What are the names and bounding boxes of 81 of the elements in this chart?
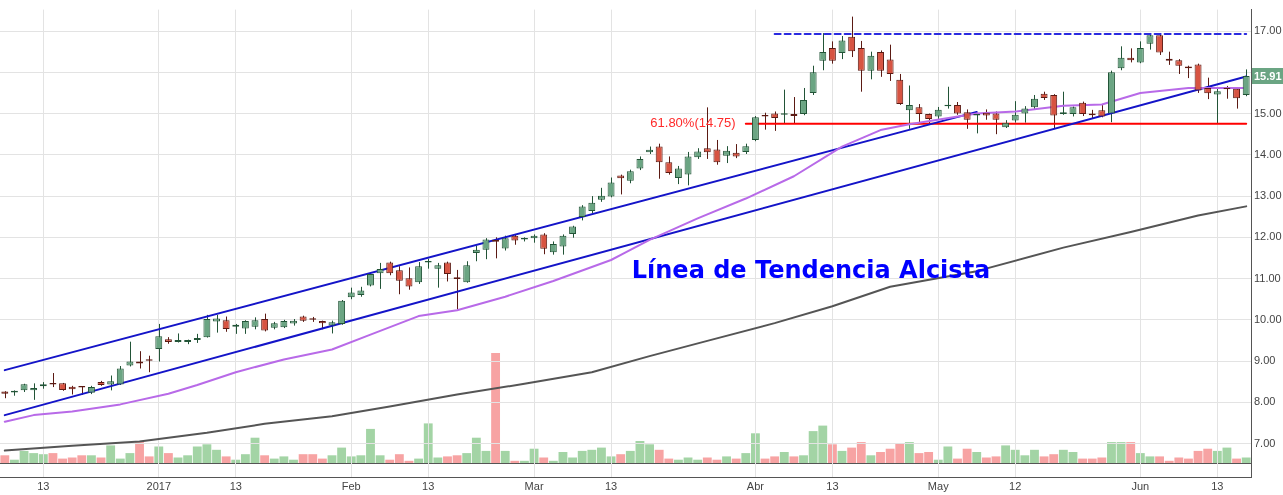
candlestick xyxy=(1117,45,1125,71)
x-tick-label: 2017 xyxy=(146,479,172,492)
candlestick xyxy=(338,299,346,326)
bar xyxy=(539,457,549,463)
bar xyxy=(0,455,10,463)
candlestick xyxy=(857,40,865,93)
x-tick-label: Feb xyxy=(341,479,361,492)
candlestick xyxy=(867,51,875,80)
x-tick-label: 13 xyxy=(229,479,242,492)
candlestick xyxy=(751,115,759,142)
candlestick xyxy=(607,177,615,198)
candlestick xyxy=(713,139,721,166)
bar xyxy=(837,450,847,463)
annotation: 15.91 xyxy=(1254,69,1282,82)
candlestick xyxy=(126,341,134,367)
candlestick xyxy=(1011,100,1019,124)
bar xyxy=(500,450,510,463)
candlestick xyxy=(415,261,423,285)
y-tick-label: 10.00 xyxy=(1254,312,1282,325)
bar xyxy=(510,460,520,463)
candlestick xyxy=(395,265,403,295)
x-tick-label: Abr xyxy=(746,479,765,492)
x-tick-label: 13 xyxy=(37,479,50,492)
y-tick-label: 15.00 xyxy=(1254,106,1282,119)
candlestick xyxy=(828,40,836,65)
bar xyxy=(904,442,914,463)
candlestick xyxy=(463,260,471,284)
x-tick-label: Jun xyxy=(1131,479,1150,492)
y-tick-label: 17.00 xyxy=(1254,24,1282,37)
candlestick xyxy=(848,16,856,58)
x-tick-label: 13 xyxy=(604,479,618,492)
candlestick xyxy=(819,32,827,71)
bar xyxy=(1232,458,1241,463)
x-tick-label: Mar xyxy=(524,479,544,492)
bar xyxy=(722,456,731,463)
bar xyxy=(731,458,741,463)
candlestick xyxy=(540,232,548,255)
candlestick xyxy=(1136,40,1144,64)
candlestick xyxy=(155,323,163,362)
candlestick xyxy=(1050,93,1058,129)
candlestick xyxy=(559,233,567,256)
bar xyxy=(491,353,501,463)
candlestick xyxy=(963,108,971,130)
bar xyxy=(616,454,626,463)
y-tick-label: 13.00 xyxy=(1254,189,1282,202)
y-tick-label: 14.00 xyxy=(1254,147,1282,160)
y-tick-label: 7.00 xyxy=(1254,436,1276,449)
bar xyxy=(789,456,799,463)
bar xyxy=(86,455,96,463)
bar xyxy=(779,452,789,463)
candlestick xyxy=(434,262,442,289)
bar xyxy=(260,455,270,463)
candlestick xyxy=(1194,63,1202,94)
y-tick-label: 11.00 xyxy=(1254,271,1281,284)
bar xyxy=(221,456,231,463)
annotation: Línea de Tendencia Alcista xyxy=(631,256,991,285)
candlestick xyxy=(665,155,673,176)
x-tick-label: 13 xyxy=(422,479,435,492)
x-tick-label: 13 xyxy=(826,479,839,492)
bar xyxy=(866,455,876,463)
candlestick xyxy=(800,87,807,116)
candlestick xyxy=(896,73,904,106)
bar xyxy=(163,453,173,463)
bar xyxy=(1126,442,1136,463)
candlestick xyxy=(1242,68,1250,97)
candlestick xyxy=(1213,88,1221,125)
candlestick xyxy=(376,262,384,290)
candlestick xyxy=(809,65,817,96)
y-tick-label: 12.00 xyxy=(1254,230,1282,243)
candlestick xyxy=(684,151,692,186)
bar xyxy=(827,444,837,463)
candlestick xyxy=(655,143,663,180)
y-tick-label: 8.00 xyxy=(1254,395,1276,408)
x-tick-label: May xyxy=(927,479,950,492)
x-tick-label: 12 xyxy=(1009,479,1022,492)
x-tick-label: 13 xyxy=(1211,479,1224,492)
bar xyxy=(1241,457,1251,463)
bar xyxy=(972,452,982,463)
candlestick xyxy=(877,49,884,78)
candlestick xyxy=(886,44,894,82)
y-tick-label: 9.00 xyxy=(1254,354,1276,367)
